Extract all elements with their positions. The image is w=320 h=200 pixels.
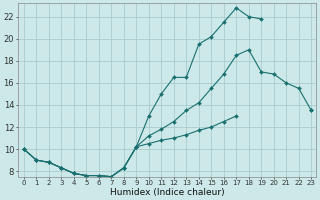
X-axis label: Humidex (Indice chaleur): Humidex (Indice chaleur)	[109, 188, 224, 197]
